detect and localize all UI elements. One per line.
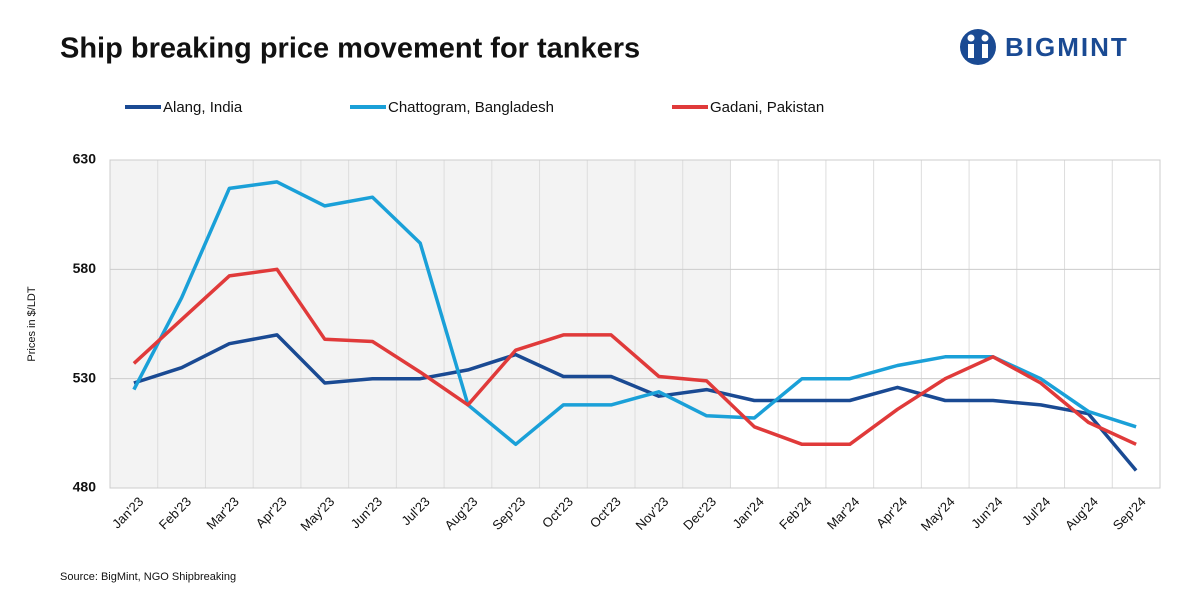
series-line [132, 180, 1137, 447]
logo-icon [960, 29, 996, 65]
legend-label: Alang, India [163, 99, 243, 116]
series-line [132, 267, 1137, 447]
y-tick-label: 580 [73, 260, 97, 276]
shaded-region [110, 160, 731, 488]
chart-title: Ship breaking price movement for tankers [60, 33, 640, 65]
y-tick-label: 530 [73, 369, 97, 385]
legend-label: Chattogram, Bangladesh [388, 99, 554, 116]
y-axis-label: Prices in $/LDT [26, 286, 38, 361]
legend-label: Gadani, Pakistan [710, 99, 824, 116]
logo-text: BIGMINT [1005, 32, 1129, 62]
y-tick-label: 630 [73, 151, 97, 167]
y-tick-label: 480 [73, 479, 97, 495]
source: Source: BigMint, NGO Shipbreaking [60, 571, 236, 583]
series-line [133, 333, 1138, 472]
